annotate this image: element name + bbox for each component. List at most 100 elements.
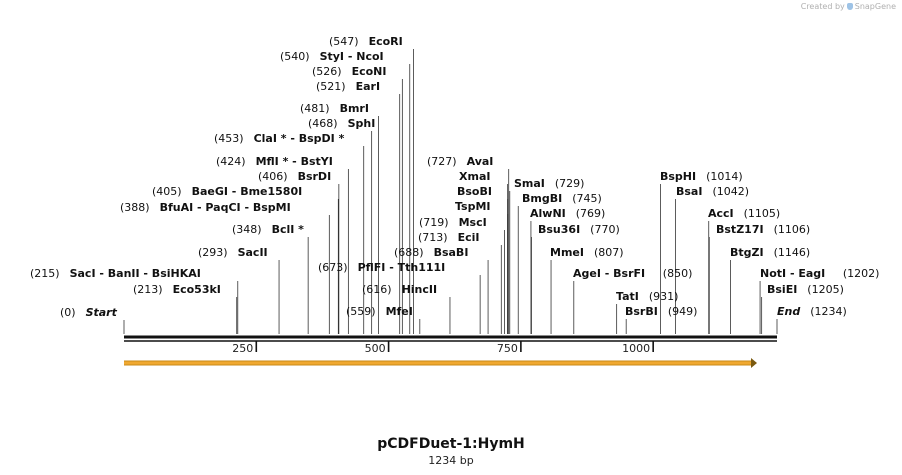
site-label-ecii: (713) EciI	[418, 231, 479, 244]
site-name: BsoBI	[457, 185, 492, 198]
site-position: (547)	[329, 35, 359, 48]
site-name: MmeI	[550, 246, 584, 259]
site-position: (0)	[60, 306, 76, 319]
feature-arrowhead-icon	[751, 358, 757, 368]
site-label-end: End (1234)	[777, 305, 847, 318]
site-label-msci: (719) MscI	[419, 216, 487, 229]
site-position: (1014)	[706, 170, 743, 183]
site-position: (468)	[308, 117, 338, 130]
site-position: (807)	[594, 246, 624, 259]
site-position: (424)	[216, 155, 246, 168]
site-position: (770)	[590, 223, 620, 236]
site-name: BstZ17I	[716, 223, 764, 236]
site-name: PflFI - Tth111I	[358, 261, 446, 274]
site-name: ClaI * - BspDI *	[254, 132, 345, 145]
site-name: BsrDI	[298, 170, 332, 183]
site-label-econi: (526) EcoNI	[312, 65, 386, 78]
site-name: BsrBI	[625, 305, 658, 318]
site-position: (1202)	[843, 267, 880, 280]
site-name: BsiEI	[767, 283, 797, 296]
site-position: (215)	[30, 267, 60, 280]
map-length: 1234 bp	[428, 454, 474, 467]
site-label-noti-eagi: NotI - EagI (1202)	[760, 267, 879, 280]
site-position: (293)	[198, 246, 228, 259]
site-position: (481)	[300, 102, 330, 115]
site-position: (540)	[280, 50, 310, 63]
site-position: (949)	[668, 305, 698, 318]
site-label-clai-bspdi: (453) ClaI * - BspDI *	[214, 132, 345, 145]
site-label-baegi-bme1580i: (405) BaeGI - Bme1580I	[152, 185, 302, 198]
site-position: (1146)	[774, 246, 811, 259]
site-name: End	[777, 305, 800, 318]
site-label-ecori: (547) EcoRI	[329, 35, 403, 48]
site-position: (405)	[152, 185, 182, 198]
site-name: MfeI	[386, 305, 413, 318]
site-label-start: (0) Start	[60, 306, 118, 319]
site-position: (559)	[346, 305, 376, 318]
site-position: (521)	[316, 80, 346, 93]
site-label-eari: (521) EarI	[316, 80, 380, 93]
site-label-alwni: AlwNI (769)	[530, 207, 605, 220]
site-label-bsiei: BsiEI (1205)	[767, 283, 844, 296]
site-label-xmai: XmaI	[459, 170, 490, 183]
site-position: (769)	[576, 207, 606, 220]
site-name: StyI - NcoI	[320, 50, 384, 63]
site-position: (1234)	[810, 305, 847, 318]
site-name: BfuAI - PaqCI - BspMI	[160, 201, 291, 214]
site-position: (616)	[362, 283, 392, 296]
site-label-sacii: (293) SacII	[198, 246, 268, 259]
site-name: BmgBI	[522, 192, 562, 205]
site-label-bfuai-paqci-bspmi: (388) BfuAI - PaqCI - BspMI	[120, 201, 291, 214]
site-position: (348)	[232, 223, 262, 236]
site-name: EcoNI	[352, 65, 387, 78]
site-position: (1106)	[774, 223, 811, 236]
site-name: HincII	[402, 283, 438, 296]
site-name: Bsu36I	[538, 223, 580, 236]
site-label-mfei: (559) MfeI	[346, 305, 413, 318]
site-position: (729)	[555, 177, 585, 190]
credit-text: Created by	[800, 2, 845, 11]
site-label-mfli-bstyi: (424) MflI * - BstYI	[216, 155, 333, 168]
site-label-bmgbi: BmgBI (745)	[522, 192, 602, 205]
site-name: BsaBI	[434, 246, 469, 259]
site-label-sphi: (468) SphI	[308, 117, 375, 130]
credit-brand: SnapGene	[854, 2, 896, 11]
site-name: SacI - BanII - BsiHKAI	[70, 267, 201, 280]
site-label-eco53ki: (213) Eco53kI	[133, 283, 221, 296]
site-name: BmrI	[340, 102, 369, 115]
site-position: (526)	[312, 65, 342, 78]
site-name: BsaI	[676, 185, 702, 198]
site-position: (453)	[214, 132, 244, 145]
site-label-bsrbi: BsrBI (949)	[625, 305, 697, 318]
site-name: SacII	[238, 246, 268, 259]
site-name: BtgZI	[730, 246, 764, 259]
site-position: (1205)	[807, 283, 844, 296]
site-label-agei-bsrfi: AgeI - BsrFI (850)	[573, 267, 692, 280]
site-label-bmri: (481) BmrI	[300, 102, 369, 115]
site-position: (388)	[120, 201, 150, 214]
site-name: SphI	[348, 117, 376, 130]
site-name: AgeI - BsrFI	[573, 267, 645, 280]
site-name: EciI	[458, 231, 480, 244]
site-position: (406)	[258, 170, 288, 183]
site-position: (931)	[649, 290, 679, 303]
site-position: (745)	[572, 192, 602, 205]
site-label-tspmi: TspMI	[455, 200, 491, 213]
site-position: (719)	[419, 216, 449, 229]
site-name: BclI *	[272, 223, 305, 236]
site-position: (1105)	[744, 207, 781, 220]
site-label-styi-ncoi: (540) StyI - NcoI	[280, 50, 384, 63]
site-name: BspHI	[660, 170, 696, 183]
site-label-bcli: (348) BclI *	[232, 223, 304, 236]
ruler-label-500: 500	[365, 342, 386, 355]
site-label-avai: (727) AvaI	[427, 155, 493, 168]
site-label-bsai: BsaI (1042)	[676, 185, 749, 198]
site-position: (713)	[418, 231, 448, 244]
ruler-label-1000: 1000	[622, 342, 650, 355]
ruler-label-750: 750	[497, 342, 518, 355]
site-label-smai: SmaI (729)	[514, 177, 584, 190]
site-name: XmaI	[459, 170, 490, 183]
site-position: (727)	[427, 155, 457, 168]
site-label-hincii: (616) HincII	[362, 283, 437, 296]
